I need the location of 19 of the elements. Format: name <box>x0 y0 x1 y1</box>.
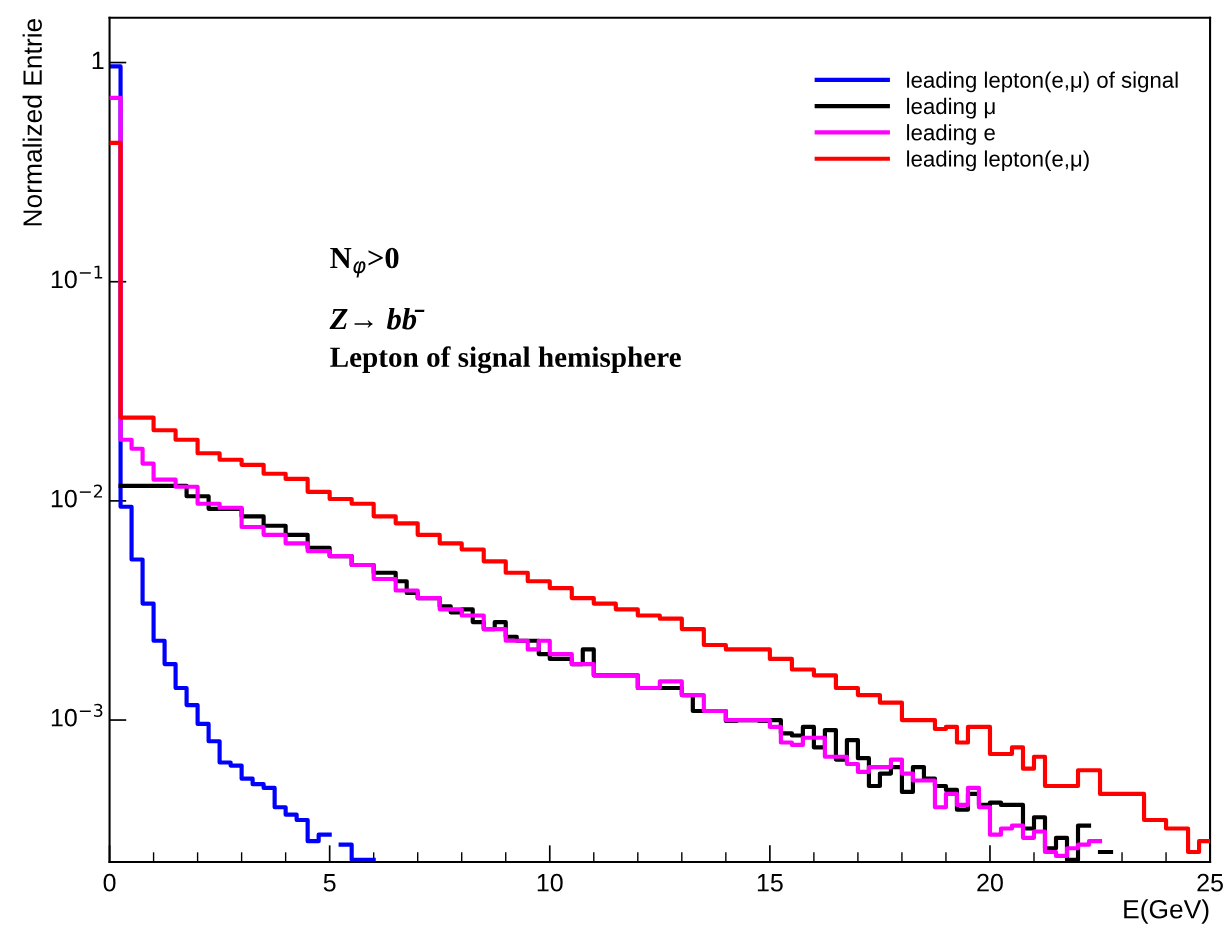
annotation: Z→ bb̄ <box>329 307 425 330</box>
y-tick-label: 1 <box>92 51 104 70</box>
legend-label: leading μ <box>907 97 995 119</box>
annotation: N$_{φ}$>0 <box>330 247 399 278</box>
y-tick-label: 10$^{−1}$ <box>51 265 103 289</box>
x-tick-label: 20 <box>977 873 1003 892</box>
y-tick-label: 10$^{−3}$ <box>51 703 103 727</box>
x-tick-label: 15 <box>757 874 783 892</box>
x-tick-label: 10 <box>537 873 563 892</box>
legend-label: leading lepton(e,μ) <box>907 150 1089 172</box>
x-tick-label: 0 <box>103 873 116 892</box>
y-tick-label: 10$^{−2}$ <box>51 484 103 508</box>
x-tick-label: 25 <box>1197 873 1223 892</box>
x-tick-label: 5 <box>323 874 336 892</box>
annotation: Lepton of signal hemisphere <box>330 346 681 374</box>
x-axis-title: E(GeV) <box>1124 899 1209 924</box>
y-axis-title: Normalized Entrie <box>22 18 42 226</box>
legend-label: leading e <box>907 124 995 145</box>
legend-label: leading lepton(e,μ) of signal <box>907 71 1178 93</box>
